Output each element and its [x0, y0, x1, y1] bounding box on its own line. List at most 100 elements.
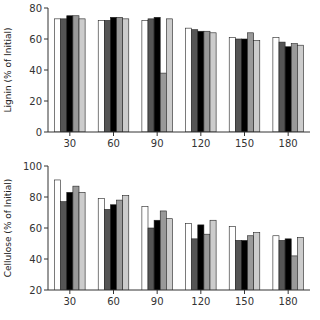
x-tick-label: 60	[107, 138, 120, 149]
y-tick	[44, 8, 48, 9]
panel: 020406080306090120150180Lignin (% of Ini…	[3, 3, 310, 150]
bar	[192, 239, 198, 290]
bar	[67, 16, 73, 132]
bar	[285, 47, 291, 132]
bar	[123, 195, 129, 290]
x-tick	[200, 132, 201, 136]
bar	[79, 192, 85, 290]
bar	[55, 19, 61, 132]
y-tick	[44, 197, 48, 198]
y-tick	[44, 259, 48, 260]
bar	[254, 233, 260, 290]
figure: 0 20 40 60 80 30 60 90 120 150 180 Lignin (% of Ini…	[0, 0, 320, 320]
bar	[98, 199, 104, 290]
x-axis	[48, 132, 310, 133]
bar	[110, 205, 116, 290]
bar	[123, 19, 129, 132]
bar	[279, 240, 285, 290]
y-tick-label: 40	[29, 254, 42, 265]
bar	[291, 256, 297, 290]
y-tick	[44, 228, 48, 229]
y-tick	[44, 166, 48, 167]
bar	[117, 200, 123, 290]
y-tick-label: 60	[29, 223, 42, 234]
x-tick	[244, 290, 245, 294]
bar	[192, 30, 198, 132]
y-tick-label: 80	[29, 3, 42, 14]
x-tick-label: 60	[107, 296, 120, 307]
x-tick-label: 30	[63, 138, 76, 149]
bar	[248, 33, 254, 132]
bar	[79, 19, 85, 132]
bar	[104, 209, 110, 290]
bar	[229, 226, 235, 290]
bar	[67, 192, 73, 290]
bar	[235, 39, 241, 132]
x-tick	[244, 132, 245, 136]
bar	[279, 42, 285, 132]
bar	[248, 236, 254, 290]
bar	[98, 20, 104, 132]
x-tick-label: 90	[151, 138, 164, 149]
x-tick-label: 150	[235, 138, 254, 149]
x-tick-label: 120	[191, 138, 210, 149]
y-tick-label: 20	[29, 96, 42, 107]
y-tick-label: 40	[29, 65, 42, 76]
bar	[148, 19, 154, 132]
x-tick-label: 180	[279, 296, 298, 307]
x-tick-label: 90	[151, 296, 164, 307]
bar	[235, 240, 241, 290]
bar	[55, 180, 61, 290]
x-tick	[113, 290, 114, 294]
x-tick-label: 150	[235, 296, 254, 307]
bar	[154, 220, 160, 290]
bar	[160, 73, 166, 132]
bar	[241, 39, 247, 132]
bar	[210, 33, 216, 132]
bar	[166, 219, 172, 290]
x-tick-label: 180	[279, 138, 298, 149]
x-tick	[288, 290, 289, 294]
bar	[285, 239, 291, 290]
x-tick-label: 30	[63, 296, 76, 307]
bar	[160, 211, 166, 290]
bar	[110, 17, 116, 132]
y-tick-label: 0	[36, 127, 42, 138]
y-tick-label: 80	[29, 192, 42, 203]
bar	[142, 20, 148, 132]
x-tick	[69, 132, 70, 136]
x-axis	[48, 290, 310, 291]
y-tick-label: 20	[29, 285, 42, 296]
y-tick-label: 100	[23, 161, 42, 172]
bar	[297, 45, 303, 132]
bars	[55, 16, 304, 132]
bar	[61, 202, 67, 290]
bar	[186, 223, 192, 290]
bar	[61, 19, 67, 132]
bars	[55, 180, 304, 290]
bar	[117, 17, 123, 132]
bar	[198, 225, 204, 290]
y-axis-label: Cellulose (% of Initial)	[3, 179, 13, 278]
x-tick	[288, 132, 289, 136]
bar	[148, 228, 154, 290]
panel: 20 40 60 80 100 30 60 90 120 150 180 Cellulose (% o…	[3, 161, 310, 320]
bar	[210, 220, 216, 290]
bar	[273, 236, 279, 290]
bar	[198, 31, 204, 132]
bar	[229, 37, 235, 132]
bar	[291, 44, 297, 132]
bar	[166, 19, 172, 132]
bar	[204, 234, 210, 290]
bar	[154, 17, 160, 132]
x-tick-label: 120	[191, 296, 210, 307]
y-tick	[44, 290, 48, 291]
bar	[73, 16, 79, 132]
x-tick	[113, 132, 114, 136]
bar	[204, 31, 210, 132]
y-tick	[44, 101, 48, 102]
bar	[273, 37, 279, 132]
y-axis-label: Lignin (% of Initial)	[3, 28, 13, 113]
y-tick	[44, 70, 48, 71]
bar	[142, 206, 148, 290]
